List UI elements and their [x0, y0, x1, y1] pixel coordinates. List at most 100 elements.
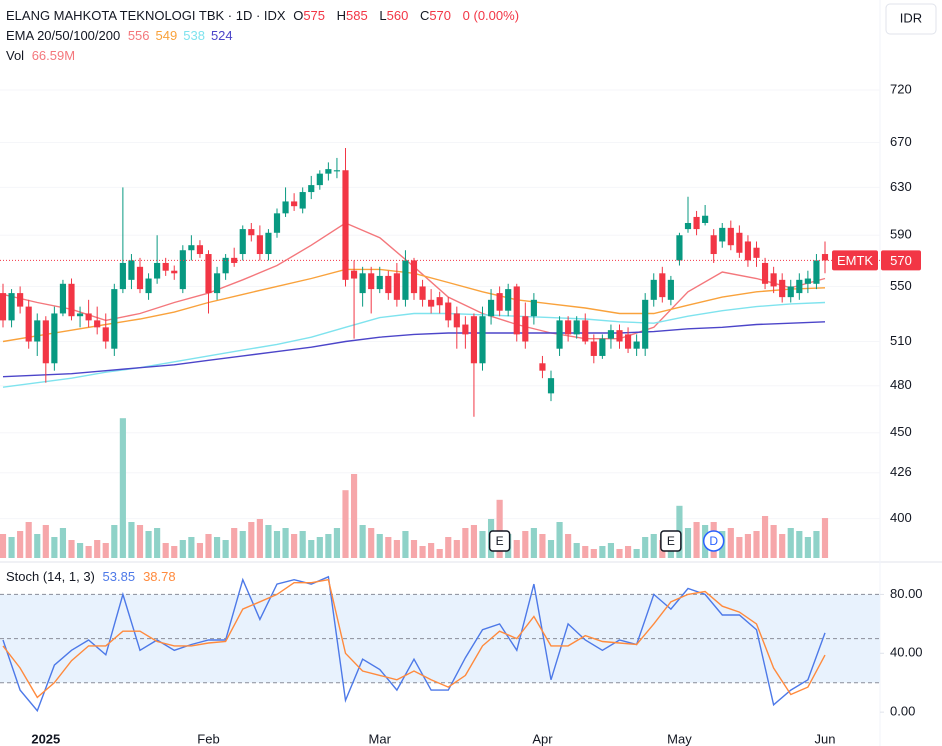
volume-bar — [325, 534, 332, 558]
candle-body — [385, 275, 392, 294]
volume-bar — [17, 531, 24, 558]
symbol: ELANG MAHKOTA TEKNOLOGI TBK · 1D · IDX — [6, 8, 286, 23]
volume-bar — [239, 531, 246, 558]
candle-body — [513, 286, 520, 335]
volume-bar — [136, 525, 144, 558]
ema-value: 549 — [155, 28, 178, 43]
candle-body — [342, 170, 349, 280]
stoch-name: Stoch (14, 1, 3) — [6, 569, 95, 584]
candle-body — [736, 232, 743, 253]
volume-bar — [85, 546, 92, 558]
volume-bar — [333, 528, 341, 558]
y-tick-label: 670 — [890, 134, 912, 149]
ema-name: EMA 20/50/100/200 — [6, 28, 121, 43]
ohlc: L560 — [379, 8, 412, 23]
candle-body — [393, 273, 400, 300]
volume-bar — [582, 546, 589, 558]
volume-bar — [590, 549, 597, 558]
candle-body — [256, 235, 263, 255]
volume-bar — [804, 537, 811, 558]
volume-bar — [693, 522, 700, 558]
legend-main: ELANG MAHKOTA TEKNOLOGI TBK · 1D · IDX O… — [6, 8, 523, 23]
volume-bar — [607, 543, 615, 558]
volume-bar — [350, 474, 358, 558]
candle-body — [821, 254, 829, 261]
price-box — [881, 250, 921, 271]
candle-body — [402, 260, 409, 300]
candle-body — [68, 283, 75, 317]
candle-body — [753, 247, 760, 258]
volume-bar — [299, 531, 306, 558]
volume-bar — [119, 418, 126, 558]
volume-bar — [530, 528, 537, 558]
candle-body — [376, 275, 383, 290]
volume-bar — [453, 540, 460, 558]
candle-body — [804, 278, 811, 284]
candle-body — [333, 170, 341, 172]
volume-bar — [213, 537, 221, 558]
y-tick-label: 550 — [890, 278, 912, 293]
volume-bar — [51, 537, 58, 558]
candle-body — [727, 227, 734, 246]
candle-body — [51, 313, 58, 364]
volume-bar — [744, 534, 752, 558]
ema-values: 556 549 538 524 — [128, 28, 239, 43]
candle-body — [667, 279, 674, 300]
y-tick-label: 510 — [890, 333, 912, 348]
currency[interactable]: IDR — [900, 10, 922, 25]
volume-bar — [796, 531, 803, 558]
volume-bar — [599, 546, 606, 558]
ohlc-value: 560 — [386, 8, 409, 23]
candle-body — [462, 324, 469, 335]
candle-body — [325, 169, 332, 174]
stoch-band — [0, 594, 880, 683]
candle-body — [624, 334, 632, 349]
candle-body — [496, 293, 503, 311]
volume-bar — [513, 540, 520, 558]
candle-body — [650, 279, 657, 300]
event-label: D — [709, 534, 718, 548]
candle-body — [248, 229, 255, 236]
candle-body — [676, 235, 683, 261]
candle-body — [659, 273, 666, 298]
candle-body — [530, 299, 537, 317]
volume-name: Vol — [6, 48, 25, 63]
stoch-values: 53.85 38.78 — [103, 569, 184, 584]
volume-bar — [470, 525, 478, 558]
currency-box[interactable] — [885, 3, 937, 35]
volume-bar — [616, 549, 623, 558]
volume-value: 66.59M — [31, 48, 76, 63]
candle-body — [702, 215, 709, 223]
volume-bar — [445, 537, 452, 558]
x-tick-label: Jun — [815, 731, 836, 746]
candle-body — [445, 302, 452, 321]
event-marker[interactable]: D — [702, 530, 725, 552]
volume-bar — [0, 534, 7, 558]
candle-body — [787, 286, 794, 298]
volume-bar — [34, 534, 41, 558]
volume-bar — [145, 531, 152, 558]
x-tick-label: Apr — [532, 731, 553, 746]
volume-bar — [402, 531, 409, 558]
event-shape — [488, 530, 511, 552]
candle-body — [162, 262, 169, 271]
candle-body — [419, 286, 426, 300]
volume-bar — [179, 540, 186, 558]
volume-bar — [256, 519, 263, 558]
volume-bar — [462, 528, 469, 558]
volume-bar — [154, 528, 161, 558]
candle-body — [522, 316, 529, 342]
volume-bar — [547, 540, 555, 558]
candle-body — [710, 235, 717, 255]
ema-line — [2, 301, 826, 388]
candle-body — [779, 279, 786, 298]
candle-body — [308, 185, 315, 193]
ohlc-label: L — [379, 8, 387, 23]
event-marker[interactable]: E — [660, 530, 682, 552]
volume-bar — [128, 522, 135, 558]
volume-bar — [753, 531, 760, 558]
event-marker[interactable]: E — [488, 530, 511, 552]
candle-body — [642, 299, 649, 349]
